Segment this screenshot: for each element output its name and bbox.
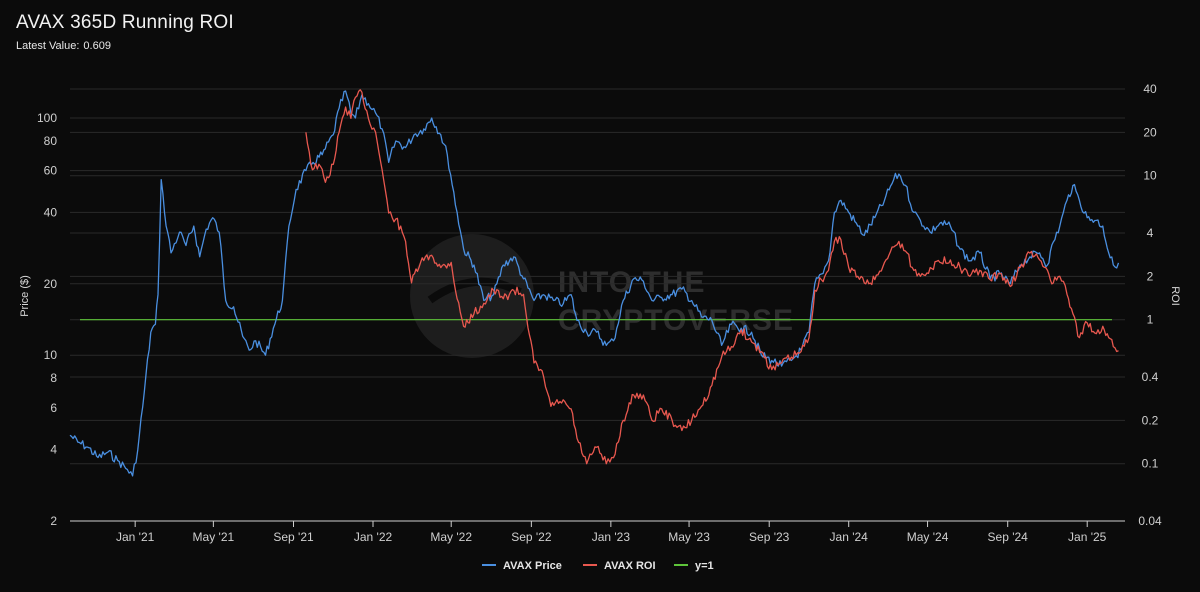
left-tick-label: 4 <box>50 443 57 457</box>
right-tick-label: 0.2 <box>1142 413 1159 427</box>
x-tick-label: Jan '25 <box>1068 530 1107 544</box>
left-axis-ticks: 2 4 6 8 10 20 40 60 80 100 <box>37 111 57 528</box>
right-tick-label: 20 <box>1143 125 1157 139</box>
latest-value-label: Latest Value: <box>16 40 80 52</box>
left-tick-label: 100 <box>37 111 57 125</box>
x-tick-label: Jan '21 <box>116 530 155 544</box>
right-tick-label: 2 <box>1147 269 1154 283</box>
x-tick-label: May '21 <box>193 530 235 544</box>
legend: AVAX Price AVAX ROI y=1 <box>482 560 714 572</box>
left-tick-label: 20 <box>44 277 58 291</box>
legend-label: AVAX ROI <box>604 560 656 572</box>
left-tick-label: 40 <box>44 205 58 219</box>
left-tick-label: 6 <box>50 401 57 415</box>
x-tick-label: Jan '22 <box>354 530 393 544</box>
x-tick-label: Sep '21 <box>273 530 314 544</box>
legend-label: AVAX Price <box>503 560 562 572</box>
left-axis-title: Price ($) <box>19 275 31 317</box>
x-tick-label: Sep '24 <box>988 530 1029 544</box>
left-tick-label: 10 <box>44 348 58 362</box>
latest-value-line: Latest Value: 0.609 <box>16 40 111 52</box>
x-tick-label: Jan '24 <box>830 530 869 544</box>
x-tick-label: Sep '23 <box>749 530 790 544</box>
left-tick-label: 60 <box>44 164 58 178</box>
left-tick-label: 2 <box>50 514 57 528</box>
right-axis-title: ROI <box>1169 286 1181 306</box>
series-group <box>69 89 1120 477</box>
series-line-avax-roi <box>305 89 1119 465</box>
left-tick-label: 80 <box>44 134 58 148</box>
right-tick-label: 1 <box>1147 313 1154 327</box>
x-tick-label: May '24 <box>907 530 949 544</box>
legend-label: y=1 <box>695 560 714 572</box>
right-tick-label: 4 <box>1147 226 1154 240</box>
right-axis-ticks: 0.04 0.1 0.2 0.4 1 2 4 10 20 40 <box>1138 82 1162 528</box>
latest-value: 0.609 <box>83 40 111 52</box>
watermark-logo-icon <box>410 234 534 358</box>
watermark: INTO THE CRYPTOVERSE <box>410 234 794 358</box>
right-tick-label: 0.4 <box>1142 370 1159 384</box>
x-tick-label: May '22 <box>430 530 472 544</box>
x-axis-ticks: Jan '21 May '21 Sep '21 Jan '22 May '22 Sep '… <box>116 530 1107 544</box>
watermark-line-2: CRYPTOVERSE <box>558 304 794 337</box>
x-axis-tick-marks <box>134 521 1088 527</box>
left-tick-label: 8 <box>50 371 57 385</box>
right-tick-label: 0.04 <box>1138 514 1162 528</box>
watermark-logo-swoosh <box>427 277 522 304</box>
x-tick-label: Sep '22 <box>511 530 552 544</box>
x-tick-label: May '23 <box>668 530 710 544</box>
right-tick-label: 0.1 <box>1142 457 1159 471</box>
right-tick-label: 10 <box>1143 169 1157 183</box>
x-tick-label: Jan '23 <box>592 530 631 544</box>
chart-title: AVAX 365D Running ROI <box>16 12 234 33</box>
series-line-avax-price <box>69 90 1120 477</box>
right-tick-label: 40 <box>1143 82 1157 96</box>
